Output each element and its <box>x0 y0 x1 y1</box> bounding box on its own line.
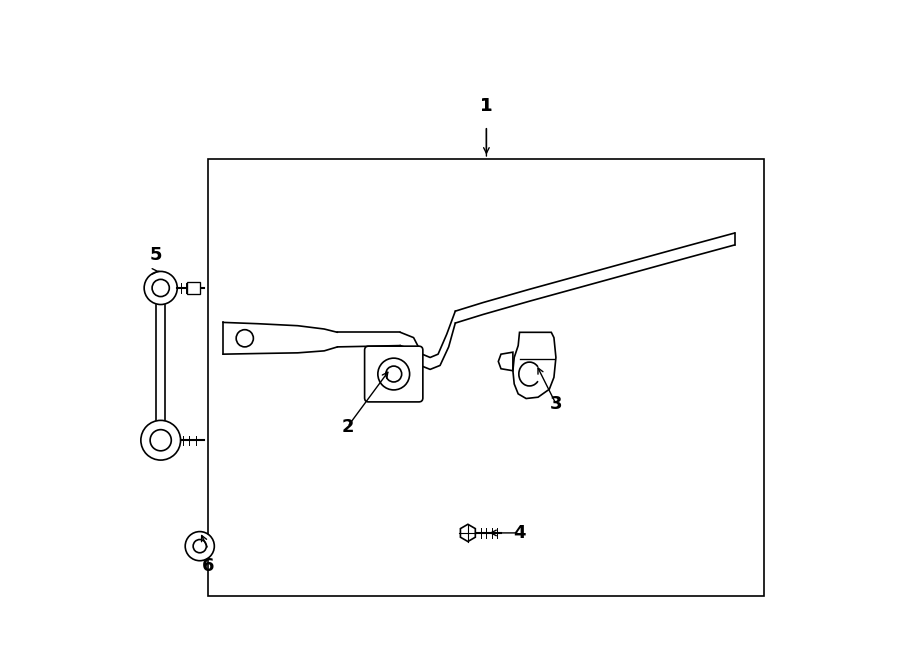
Circle shape <box>185 532 214 561</box>
Text: 6: 6 <box>202 557 214 575</box>
FancyBboxPatch shape <box>364 346 423 402</box>
FancyBboxPatch shape <box>186 282 200 294</box>
Circle shape <box>378 358 410 390</box>
Circle shape <box>194 540 206 553</box>
Circle shape <box>150 430 171 451</box>
Circle shape <box>152 279 169 297</box>
Text: 3: 3 <box>550 395 562 413</box>
Text: 4: 4 <box>513 524 526 542</box>
Circle shape <box>236 330 254 347</box>
Circle shape <box>386 366 401 382</box>
Circle shape <box>140 420 181 460</box>
Text: 1: 1 <box>481 97 492 115</box>
Text: 5: 5 <box>149 246 162 264</box>
Circle shape <box>144 271 177 305</box>
Text: 2: 2 <box>341 418 354 436</box>
Text: 1: 1 <box>481 97 492 115</box>
Bar <box>209 159 764 596</box>
